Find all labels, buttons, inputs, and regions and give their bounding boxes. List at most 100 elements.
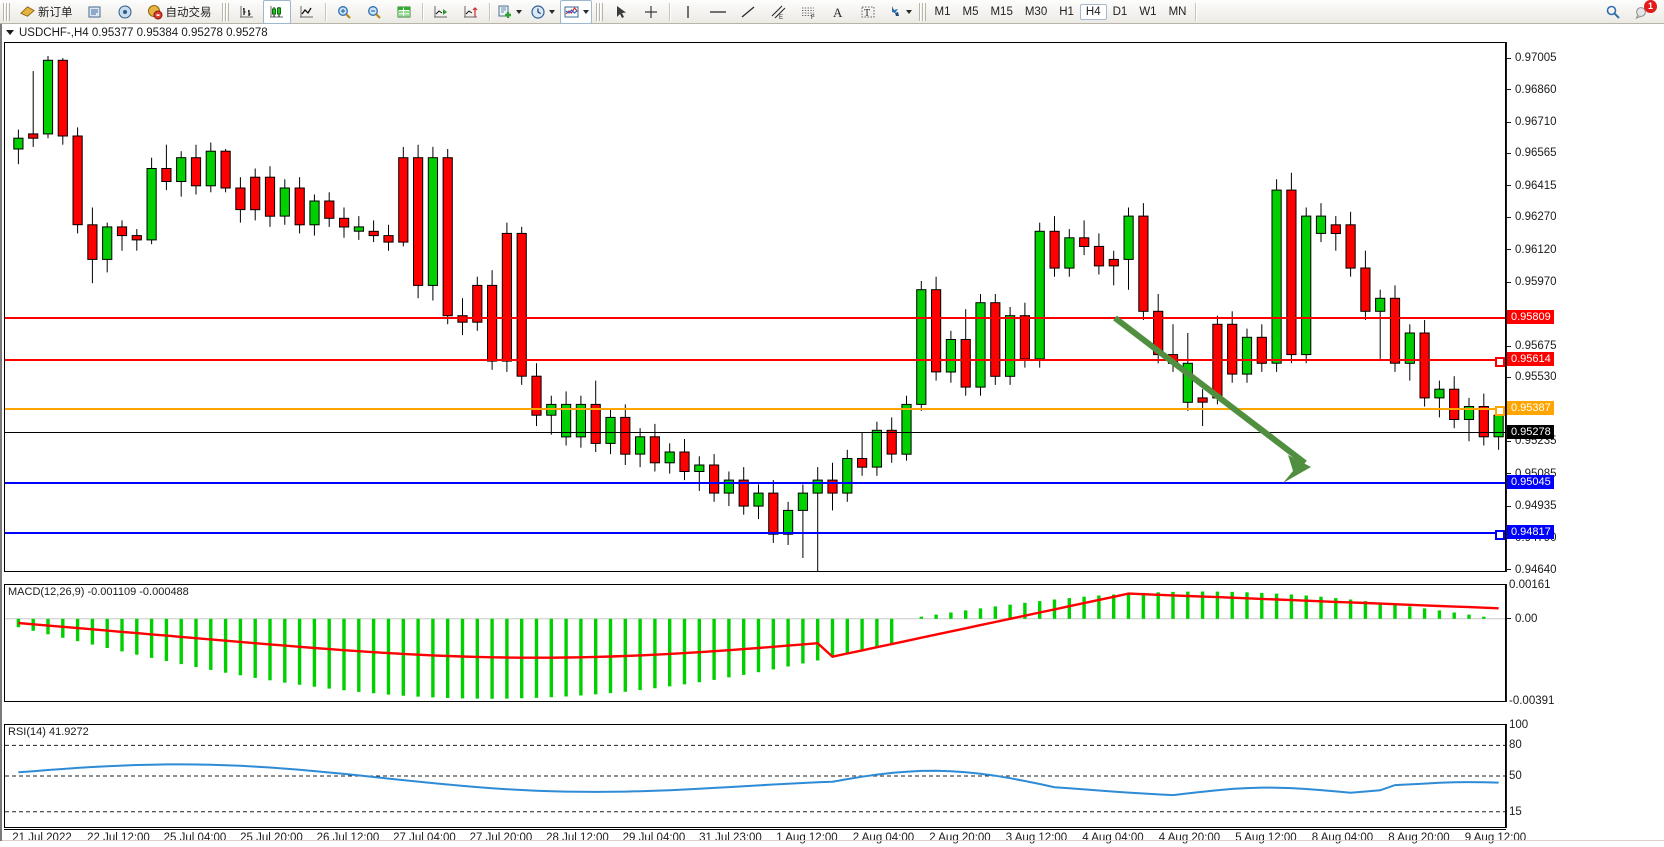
toolbar-grip-3[interactable]: [595, 2, 603, 21]
chart-header: USDCHF-,H4 0.95377 0.95384 0.95278 0.952…: [2, 24, 268, 41]
equidistant-channel-button[interactable]: E: [764, 0, 792, 24]
macd-label: MACD(12,26,9) -0.001109 -0.000488: [8, 586, 189, 598]
text-button[interactable]: A: [824, 0, 852, 24]
expert-advisors-icon: [88, 6, 100, 17]
price-axis[interactable]: 0.97005 0.96860 0.96710 0.96565 0.96415 0.962…: [1506, 42, 1664, 576]
indicators-button[interactable]: [559, 0, 592, 24]
timeframe-m1[interactable]: M1: [934, 5, 951, 18]
rsi-plot: [5, 744, 1505, 813]
cursor-icon: [616, 5, 626, 18]
timeframe-m15[interactable]: M15: [990, 5, 1013, 18]
time-tick-label: 9 Aug 12:00: [1464, 832, 1527, 844]
price-chart-panel[interactable]: [4, 42, 1506, 572]
fibonacci-button[interactable]: F: [794, 0, 822, 24]
macd-tick: 0.00: [1506, 613, 1537, 625]
price-tag-resistance-upper: 0.95809: [1507, 310, 1554, 325]
level-line-support-lower[interactable]: [5, 529, 1505, 540]
expert-advisors-button[interactable]: [81, 0, 109, 24]
time-tick-label: 4 Aug 04:00: [1082, 832, 1144, 844]
zoom-in-button[interactable]: [330, 0, 358, 24]
toolbar-right-group: 1: [1598, 0, 1664, 24]
bar-chart-button[interactable]: [233, 0, 261, 24]
level-handle[interactable]: [1495, 357, 1505, 368]
time-tick-label: 22 Jul 12:00: [87, 832, 150, 844]
crosshair-button[interactable]: [637, 0, 665, 24]
indicators-chevron-down-icon[interactable]: [582, 9, 589, 14]
zoom-out-button[interactable]: [360, 0, 388, 24]
timeframe-mn[interactable]: MN: [1168, 5, 1187, 18]
macd-panel[interactable]: MACD(12,26,9) -0.001109 -0.000488: [4, 584, 1506, 702]
level-line-resistance-upper[interactable]: [5, 317, 1505, 320]
svg-text:F: F: [811, 15, 815, 20]
level-line-resistance-lower[interactable]: [5, 357, 1505, 368]
shapes-button[interactable]: [884, 0, 915, 24]
trendline-button[interactable]: [734, 0, 762, 24]
price-tick: 0.97005: [1506, 52, 1557, 64]
price-tick: 0.94935: [1506, 500, 1557, 512]
chart-collapse-icon[interactable]: [6, 30, 14, 35]
period-button[interactable]: [527, 0, 558, 24]
macd-tick: 0.00161: [1509, 579, 1551, 591]
new-order-icon: [20, 6, 35, 17]
shapes-chevron-down-icon[interactable]: [905, 9, 912, 14]
auto-trading-button[interactable]: 自动交易: [141, 0, 218, 24]
autoscroll-button[interactable]: [457, 0, 485, 24]
timeframe-h1[interactable]: H1: [1059, 5, 1074, 18]
timeframe-m5[interactable]: M5: [962, 5, 979, 18]
rsi-panel[interactable]: RSI(14) 41.9272: [4, 724, 1506, 828]
time-tick-label: 21 Jul 2022: [12, 832, 72, 844]
price-tick: 0.96710: [1506, 116, 1557, 128]
chart-window: USDCHF-,H4 0.95377 0.95384 0.95278 0.952…: [0, 24, 1664, 844]
text-label-button[interactable]: T: [854, 0, 882, 24]
toolbar-grip[interactable]: [3, 2, 10, 21]
cursor-button[interactable]: [607, 0, 635, 24]
level-line-support-upper[interactable]: [5, 482, 1505, 485]
period-chevron-down-icon[interactable]: [548, 9, 555, 14]
price-tick: 0.96270: [1506, 211, 1557, 223]
timeframe-m30[interactable]: M30: [1024, 5, 1048, 18]
templates-button[interactable]: [494, 0, 525, 24]
toolbar-separator-5: [1195, 2, 1197, 21]
price-tag-support-upper: 0.95045: [1507, 475, 1554, 490]
candlestick-button[interactable]: [262, 0, 291, 24]
rsi-axis-line: [1506, 724, 1507, 828]
line-chart-button[interactable]: [293, 0, 321, 24]
vertical-line-button[interactable]: [674, 0, 702, 24]
search-button[interactable]: [1599, 0, 1627, 24]
new-order-label: 新订单: [38, 6, 73, 19]
alerts-button[interactable]: 1: [1629, 0, 1657, 23]
time-axis[interactable]: 21 Jul 2022 22 Jul 12:00 25 Jul 04:00 25 Ju…: [4, 829, 1526, 847]
chart-symbol-ohlc: USDCHF-,H4 0.95377 0.95384 0.95278 0.952…: [19, 26, 268, 39]
new-order-button[interactable]: 新订单: [14, 0, 79, 24]
level-handle[interactable]: [1495, 406, 1505, 417]
level-line-current-price[interactable]: [5, 431, 1505, 433]
alert-count-badge: 1: [1644, 0, 1657, 13]
navigator-icon: [118, 5, 131, 18]
data-window-button[interactable]: [390, 0, 418, 24]
timeframe-h4[interactable]: H4: [1079, 3, 1107, 20]
time-tick-label: 2 Aug 04:00: [852, 832, 915, 844]
hline-icon: [709, 10, 726, 13]
toolbar-grip-2[interactable]: [221, 2, 229, 21]
svg-text:T: T: [864, 8, 870, 19]
rsi-tick: 100: [1509, 719, 1529, 731]
horizontal-line-button[interactable]: [704, 0, 732, 24]
toolbar-grip-4[interactable]: [918, 2, 926, 21]
level-handle[interactable]: [1495, 529, 1505, 540]
timeframe-w1[interactable]: W1: [1139, 5, 1157, 18]
time-tick-label: 27 Jul 04:00: [393, 832, 456, 844]
price-tag-support-lower: 0.94817: [1507, 524, 1554, 539]
channel-icon: E: [771, 5, 785, 20]
autotrade-icon: [147, 4, 162, 19]
macd-tick: -0.00391: [1509, 695, 1555, 707]
svg-text:E: E: [779, 15, 783, 20]
text-icon: A: [833, 5, 843, 20]
crosshair-icon: [644, 5, 657, 18]
level-line-pivot[interactable]: [5, 406, 1505, 417]
trendline-icon: [741, 6, 754, 17]
templates-chevron-down-icon[interactable]: [515, 9, 522, 14]
shapes-icon: [891, 5, 899, 16]
chart-shift-button[interactable]: [427, 0, 455, 24]
navigator-button[interactable]: [111, 0, 139, 24]
timeframe-d1[interactable]: D1: [1112, 5, 1128, 18]
